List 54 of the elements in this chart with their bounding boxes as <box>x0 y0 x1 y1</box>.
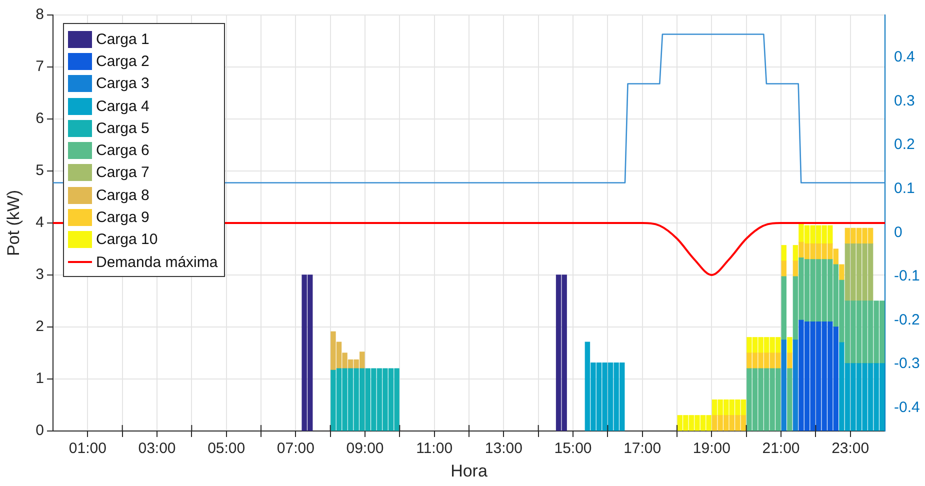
y-tick-label: 8 <box>36 6 44 24</box>
y-tick-label: 3 <box>36 266 44 284</box>
x-tick-label: 07:00 <box>276 440 314 458</box>
y-axis-title: Pot (kW) <box>4 190 23 256</box>
legend-label: Carga 1 <box>96 30 150 48</box>
legend-label: Carga 2 <box>96 52 150 70</box>
y-tick-label: 4 <box>36 214 44 232</box>
x-tick-label: 15:00 <box>554 440 592 458</box>
bar <box>787 368 792 431</box>
y2-tick-label: 0.2 <box>894 136 915 154</box>
legend-label: Carga 10 <box>96 231 158 248</box>
x-tick-label: 17:00 <box>624 440 662 458</box>
x-tick-label: 01:00 <box>68 440 106 458</box>
y2-tick-label: -0.3 <box>894 355 920 372</box>
x-tick-label: 03:00 <box>138 440 176 458</box>
y-tick-label: 7 <box>36 58 44 76</box>
x-tick-label: 21:00 <box>762 440 800 458</box>
bar <box>787 352 792 369</box>
y2-tick-label: 0.1 <box>894 180 915 197</box>
legend-label: Demanda máxima <box>96 254 218 271</box>
legend-label: Carga 8 <box>96 186 150 204</box>
legend-label: Carga 3 <box>96 75 150 92</box>
x-tick-label: 09:00 <box>346 440 384 458</box>
y-tick-label: 1 <box>36 370 44 388</box>
legend-label: Carga 5 <box>96 120 150 137</box>
legend-label: Carga 7 <box>96 164 150 182</box>
bar <box>787 337 792 354</box>
y2-tick-label: 0 <box>894 224 902 241</box>
bar <box>792 245 798 262</box>
bar <box>792 340 798 431</box>
legend-label: Carga 6 <box>96 142 150 160</box>
bar <box>781 260 786 277</box>
y2-tick-label: 0.3 <box>894 92 915 110</box>
x-tick-label: 19:00 <box>692 440 730 458</box>
bar <box>781 276 786 340</box>
x-axis-title: Hora <box>450 461 488 480</box>
bar <box>781 245 786 262</box>
legend-label: Carga 9 <box>96 209 150 226</box>
y2-tick-label: -0.2 <box>894 311 920 328</box>
y-tick-label: 5 <box>36 162 44 180</box>
legend-label: Carga 4 <box>96 98 150 115</box>
bar <box>781 340 786 431</box>
x-tick-label: 13:00 <box>484 440 522 458</box>
x-tick-label: 23:00 <box>832 440 870 458</box>
x-tick-label: 11:00 <box>416 440 453 458</box>
bar <box>839 264 844 281</box>
bar <box>792 260 798 277</box>
y-tick-label: 6 <box>36 110 44 128</box>
y-tick-label: 0 <box>36 422 44 440</box>
y2-tick-label: 0.4 <box>894 48 915 66</box>
x-tick-label: 05:00 <box>208 440 246 458</box>
y-tick-label: 2 <box>36 318 44 336</box>
y2-tick-label: -0.1 <box>894 268 920 285</box>
y2-tick-label: -0.4 <box>894 398 920 416</box>
